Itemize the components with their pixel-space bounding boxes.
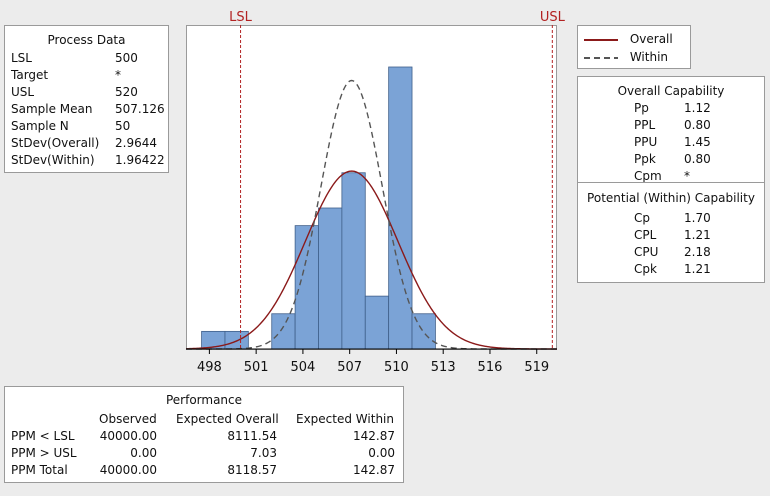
spec-limit-label-lsl: LSL (229, 10, 252, 25)
potential-capability-row-label: Cp (634, 211, 650, 225)
x-tick-label: 507 (337, 360, 362, 375)
header-expected-overall: Expected Overall (176, 412, 279, 426)
overall-capability-row-value: 0.80 (684, 118, 711, 132)
legend-item-within: Within (584, 50, 668, 64)
capability-divider (578, 182, 764, 183)
process-data-row-label: LSL (11, 51, 32, 65)
potential-capability-row-value: 1.70 (684, 211, 711, 225)
process-data-row-value: 50 (115, 119, 131, 133)
histogram-bar (271, 313, 296, 350)
overall-capability-row-value: 0.80 (684, 152, 711, 166)
overall-capability-row-label: PPU (634, 135, 658, 149)
histogram-bar (364, 295, 390, 350)
perf-expected-within: 142.87 (353, 463, 395, 477)
overall-capability-title: Overall Capability (617, 84, 725, 98)
perf-expected-overall: 8118.57 (227, 463, 277, 477)
perf-observed: 40000.00 (99, 463, 157, 477)
histogram-bar (318, 207, 343, 350)
legend-label-within: Within (629, 50, 669, 64)
performance-panel: Performance Observed Expected Overall Ex… (4, 386, 404, 483)
process-data-row-value: 2.9644 (115, 136, 157, 150)
perf-expected-overall: 7.03 (250, 446, 277, 460)
x-tick-label: 498 (197, 360, 222, 375)
perf-expected-overall: 8111.54 (227, 429, 277, 443)
x-tick-label: 516 (478, 360, 503, 375)
perf-expected-within: 142.87 (353, 429, 395, 443)
overall-line-swatch (584, 38, 618, 41)
perf-observed: 40000.00 (99, 429, 157, 443)
header-observed: Observed (99, 412, 157, 426)
perf-expected-within: 0.00 (368, 446, 395, 460)
potential-capability-row-value: 1.21 (684, 262, 711, 276)
legend-label-overall: Overall (629, 32, 673, 46)
overall-capability-row-label: Ppk (634, 152, 656, 166)
legend: Overall Within (577, 25, 691, 69)
histogram-bar (341, 172, 366, 350)
process-data-row-label: StDev(Overall) (11, 136, 100, 150)
process-data-row-label: Target (11, 68, 49, 82)
potential-capability-row-label: Cpk (634, 262, 657, 276)
curve-overall (185, 170, 557, 350)
perf-row-label: PPM Total (11, 463, 68, 477)
perf-row-label: PPM > USL (11, 446, 77, 460)
potential-capability-row-label: CPU (634, 245, 659, 259)
process-data-panel: Process Data LSL 500 Target * USL 520 Sample M… (4, 25, 169, 173)
process-data-row-label: USL (11, 85, 35, 99)
process-data-row-value: * (115, 68, 121, 82)
perf-observed: 0.00 (130, 446, 157, 460)
histogram-bar (294, 225, 319, 350)
potential-capability-row-value: 2.18 (684, 245, 711, 259)
overall-capability-row-value: * (684, 169, 690, 183)
potential-capability-row-value: 1.21 (684, 228, 711, 242)
overall-capability-row-label: PPL (634, 118, 656, 132)
process-data-row-label: StDev(Within) (11, 153, 95, 167)
overall-capability-row-label: Cpm (634, 169, 662, 183)
process-data-row-value: 1.96422 (115, 153, 165, 167)
process-data-row-label: Sample Mean (11, 102, 93, 116)
potential-capability-title: Potential (Within) Capability (587, 191, 755, 205)
performance-title: Performance (165, 393, 243, 407)
overall-capability-row-value: 1.45 (684, 135, 711, 149)
process-data-row-value: 507.126 (115, 102, 165, 116)
within-line-swatch (584, 56, 618, 59)
legend-item-overall: Overall (584, 32, 673, 46)
x-tick-label: 513 (431, 360, 456, 375)
capability-panel: Overall Capability Pp 1.12 PPL 0.80 PPU 1.45 P… (577, 76, 765, 283)
spec-limit-label-usl: USL (540, 10, 566, 25)
process-data-row-label: Sample N (11, 119, 69, 133)
process-data-title: Process Data (47, 33, 126, 47)
perf-row-label: PPM < LSL (11, 429, 75, 443)
x-tick-label: 519 (524, 360, 549, 375)
histogram-bar (388, 66, 413, 350)
overall-capability-row-value: 1.12 (684, 101, 711, 115)
process-data-row-value: 520 (115, 85, 138, 99)
header-expected-within: Expected Within (296, 412, 394, 426)
x-tick-label: 510 (384, 360, 409, 375)
potential-capability-row-label: CPL (634, 228, 657, 242)
x-tick-label: 501 (244, 360, 269, 375)
x-tick-label: 504 (290, 360, 315, 375)
overall-capability-row-label: Pp (634, 101, 649, 115)
process-data-row-value: 500 (115, 51, 138, 65)
